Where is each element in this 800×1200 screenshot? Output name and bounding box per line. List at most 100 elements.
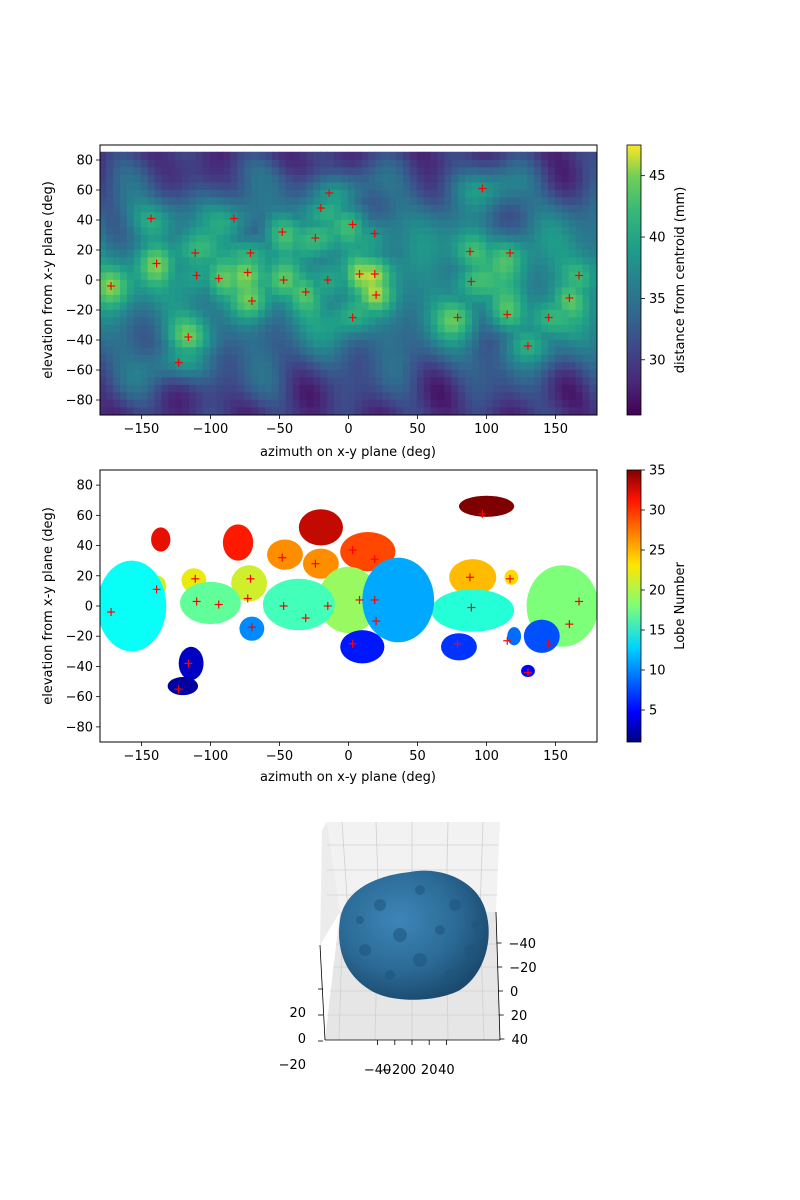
heatmap-cell	[513, 331, 521, 340]
heatmap-cell	[106, 241, 114, 250]
heatmap-cell	[499, 354, 508, 363]
heatmap-cell	[258, 151, 266, 160]
heatmap-cell	[258, 369, 266, 378]
heatmap-cell	[147, 151, 156, 160]
heatmap-cell	[416, 294, 425, 303]
heatmap-cell	[451, 294, 459, 303]
heatmap-cell	[278, 279, 287, 288]
heatmap-cell	[175, 196, 183, 205]
heatmap-cell	[216, 271, 225, 280]
heatmap-cell	[126, 361, 135, 370]
heatmap-cell	[175, 189, 183, 198]
heatmap-cell	[140, 309, 149, 318]
heatmap-cell	[465, 361, 473, 370]
centroid-marker	[325, 189, 334, 197]
heatmap-cell	[175, 324, 183, 333]
heatmap-cell	[541, 354, 549, 363]
heatmap-cell	[327, 324, 335, 333]
heatmap-cell	[527, 204, 535, 213]
heatmap-cell	[216, 376, 225, 385]
heatmap-cell	[237, 189, 245, 198]
heatmap-cell	[416, 234, 425, 243]
heatmap-cell	[271, 309, 280, 318]
heatmap-cell	[513, 391, 521, 400]
heatmap-cell	[244, 316, 252, 325]
heatmap-cell	[251, 309, 259, 318]
centroid-marker	[453, 313, 462, 322]
heatmap-cell	[244, 226, 252, 235]
heatmap-cell	[168, 226, 176, 235]
heatmap-cell	[216, 181, 225, 190]
heatmap-cell	[506, 309, 515, 318]
heatmap-cell	[182, 361, 190, 370]
heatmap-cell	[375, 309, 383, 318]
heatmap-cell	[520, 406, 528, 415]
heatmap-cell	[354, 189, 363, 198]
heatmap-cell	[437, 189, 446, 198]
heatmap-cell	[465, 249, 473, 258]
heatmap-cell	[264, 376, 273, 385]
heatmap-cell	[492, 339, 501, 348]
heatmap-cell	[285, 361, 294, 370]
heatmap-cell	[541, 309, 549, 318]
centroid-marker	[372, 291, 381, 299]
heatmap-cell	[506, 301, 515, 310]
heatmap-cell	[140, 301, 149, 310]
heatmap-cell	[416, 204, 425, 213]
heatmap-cell	[347, 399, 356, 408]
heatmap-cell	[237, 174, 245, 183]
heatmap-cell	[534, 286, 542, 295]
heatmap-cell	[258, 331, 266, 340]
heatmap-cell	[327, 196, 335, 205]
heatmap-cell	[430, 264, 439, 273]
heatmap-cell	[113, 241, 121, 250]
heatmap-cell	[547, 151, 556, 160]
heatmap-cell	[520, 181, 528, 190]
heatmap-cell	[437, 346, 446, 355]
heatmap-cell	[251, 376, 259, 385]
lobe-region	[431, 589, 515, 632]
heatmap-cell	[568, 189, 577, 198]
heatmap-cell	[258, 249, 266, 258]
heatmap-cell	[209, 279, 218, 288]
heatmap-cell	[271, 369, 280, 378]
heatmap-cell	[534, 196, 542, 205]
heatmap-cell	[106, 391, 114, 400]
heatmap-cell	[582, 211, 591, 220]
y-tick-label: −20	[66, 630, 93, 645]
heatmap-cell	[375, 256, 383, 265]
heatmap-cell	[547, 324, 556, 333]
heatmap-cell	[554, 339, 563, 348]
heatmap-cell	[361, 204, 370, 213]
heatmap-cell	[126, 234, 135, 243]
heatmap-cell	[396, 399, 404, 408]
heatmap-cell	[347, 346, 356, 355]
heatmap-cell	[202, 309, 211, 318]
heatmap-cell	[375, 279, 383, 288]
heatmap-cell	[389, 166, 397, 175]
heatmap-cell	[340, 399, 349, 408]
heatmap-cell	[126, 324, 135, 333]
heatmap-cell	[334, 399, 342, 408]
heatmap-cell	[568, 316, 577, 325]
heatmap-cell	[175, 391, 183, 400]
heatmap-cell	[541, 391, 549, 400]
heatmap-cell	[202, 271, 211, 280]
y-tick-label: −20	[509, 961, 536, 976]
heatmap-cell	[437, 264, 446, 273]
heatmap-cell	[347, 264, 356, 273]
heatmap-cell	[382, 181, 390, 190]
heatmap-cell	[133, 376, 142, 385]
heatmap-cell	[299, 316, 307, 325]
heatmap-cell	[154, 211, 163, 220]
heatmap-cell	[202, 174, 211, 183]
heatmap-cell	[403, 249, 411, 258]
heatmap-cell	[140, 151, 149, 160]
heatmap-cell	[499, 294, 508, 303]
heatmap-cell	[106, 309, 114, 318]
heatmap-cell	[534, 234, 542, 243]
heatmap-cell	[140, 256, 149, 265]
heatmap-cell	[168, 406, 176, 415]
heatmap-cell	[575, 346, 584, 355]
heatmap-cell	[258, 174, 266, 183]
